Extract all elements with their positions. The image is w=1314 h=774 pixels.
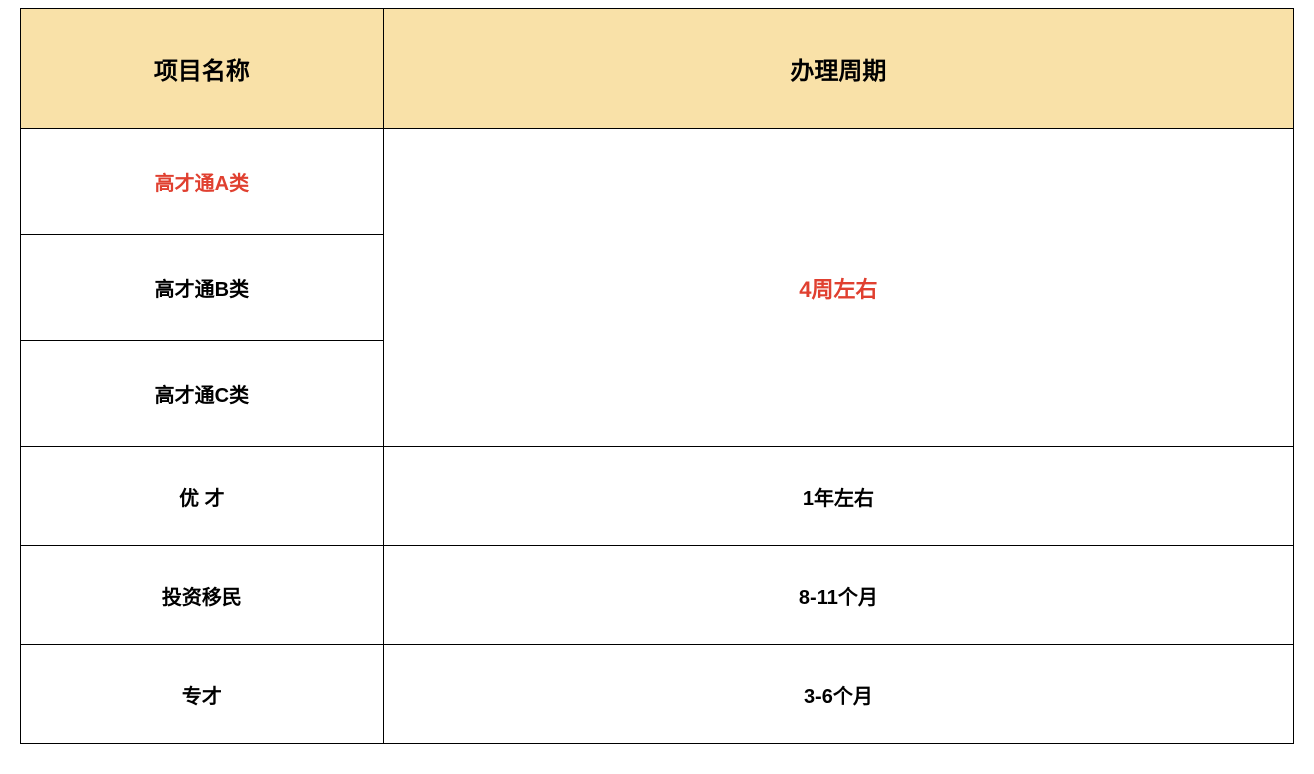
table-row: 高才通A类 4周左右 [21, 129, 1294, 235]
header-period: 办理周期 [383, 9, 1293, 129]
cell-youcai-period: 1年左右 [383, 447, 1293, 546]
table-row: 专才 3-6个月 [21, 645, 1294, 744]
cell-youcai-name: 优 才 [21, 447, 384, 546]
cell-gaocai-c-name: 高才通C类 [21, 341, 384, 447]
cell-touzi-name: 投资移民 [21, 546, 384, 645]
cell-zhuancai-period: 3-6个月 [383, 645, 1293, 744]
table-row: 投资移民 8-11个月 [21, 546, 1294, 645]
cell-zhuancai-name: 专才 [21, 645, 384, 744]
cell-gaocai-a-name: 高才通A类 [21, 129, 384, 235]
header-name: 项目名称 [21, 9, 384, 129]
cell-gaocai-b-name: 高才通B类 [21, 235, 384, 341]
cell-touzi-period: 8-11个月 [383, 546, 1293, 645]
processing-time-table: 项目名称 办理周期 高才通A类 4周左右 高才通B类 高才通C类 优 才 1年左… [20, 8, 1294, 744]
table-row: 优 才 1年左右 [21, 447, 1294, 546]
cell-gaocai-period: 4周左右 [383, 129, 1293, 447]
table-header-row: 项目名称 办理周期 [21, 9, 1294, 129]
